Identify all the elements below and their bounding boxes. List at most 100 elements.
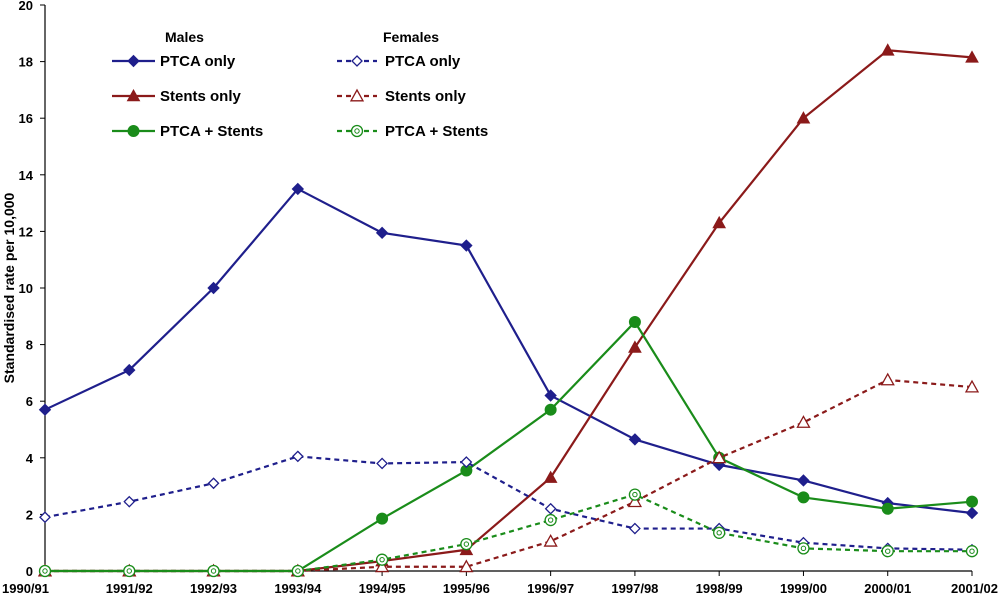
- legend-label: PTCA only: [160, 53, 236, 70]
- x-tick-label: 1995/96: [443, 581, 490, 596]
- data-point-females-ptca-stents-inner: [632, 491, 638, 498]
- y-tick-label: 20: [19, 0, 33, 13]
- data-point-females-ptca-stents-ring: [797, 542, 810, 555]
- data-point-males-ptca-stents-ring: [966, 495, 978, 508]
- series-females-stents-only: [37, 372, 980, 577]
- legend-item-females-ptca-only: PTCA only: [337, 53, 461, 70]
- series-line-males-ptca-only: [44, 187, 973, 515]
- data-point-females-stents-only: [880, 372, 895, 386]
- data-point-females-ptca-stents: [38, 564, 52, 578]
- data-point-males-stents-only: [628, 340, 642, 353]
- data-point-males-stents-only: [543, 470, 558, 483]
- data-point-females-stents-only: [796, 415, 811, 428]
- y-axis-title: Standardised rate per 10,000: [1, 192, 17, 383]
- legend-marker-ring: [350, 124, 364, 138]
- data-point-females-ptca-stents-ring: [628, 488, 642, 501]
- data-point-females-ptca-only: [376, 457, 389, 470]
- data-point-females-ptca-stents-inner: [463, 541, 470, 547]
- data-point-females-stents-only: [374, 559, 390, 573]
- data-point-males-ptca-only: [291, 182, 305, 196]
- data-point-males-ptca-only: [460, 239, 473, 252]
- data-point-males-ptca-only: [38, 403, 52, 416]
- x-tick-label: 1998/99: [696, 581, 743, 596]
- data-point-females-stents-only: [712, 450, 727, 464]
- data-point-males-ptca-only: [207, 281, 220, 295]
- legend-label: Stents only: [160, 88, 242, 105]
- legend-marker: [126, 88, 141, 102]
- data-point-females-ptca-stents-ring: [38, 564, 52, 578]
- x-tick-label: 1994/95: [359, 581, 406, 596]
- data-point-females-ptca-stents: [544, 513, 557, 527]
- data-point-females-ptca-stents-ring: [544, 513, 557, 527]
- series-line-males-ptca-stents: [45, 320, 973, 573]
- legend-group-males: Males: [165, 29, 204, 45]
- data-point-females-ptca-stents: [123, 564, 136, 578]
- series-line-females-stents-only: [45, 378, 973, 573]
- data-point-females-ptca-stents-ring: [965, 545, 979, 558]
- data-point-males-stents-only: [712, 215, 727, 229]
- data-point-females-ptca-stents: [291, 564, 304, 578]
- data-point-males-stents-only: [880, 43, 895, 56]
- legend-item-males-ptca-stents: PTCA + Stents: [112, 123, 263, 140]
- data-point-females-stents-only: [543, 533, 558, 547]
- data-point-females-ptca-stents: [375, 553, 389, 566]
- data-point-males-ptca-stents: [881, 502, 894, 515]
- y-tick-label: 10: [19, 281, 33, 296]
- legend-marker: [349, 88, 365, 102]
- data-point-females-stents-only: [459, 559, 474, 573]
- data-point-males-ptca-stents-ring: [881, 502, 894, 515]
- y-tick-label: 4: [26, 451, 34, 466]
- data-point-females-ptca-stents: [965, 545, 979, 558]
- data-point-females-ptca-only: [628, 522, 641, 535]
- legend-label: PTCA + Stents: [160, 123, 263, 140]
- data-point-females-ptca-stents-inner: [885, 548, 891, 554]
- data-point-females-ptca-stents: [460, 537, 473, 551]
- data-point-females-ptca-stents-ring: [123, 564, 136, 578]
- data-point-females-ptca-stents-inner: [295, 568, 301, 574]
- data-point-females-ptca-only: [39, 511, 51, 524]
- data-point-males-ptca-stents-ring: [376, 512, 389, 525]
- data-point-males-ptca-stents: [797, 491, 810, 504]
- data-point-females-ptca-stents: [207, 564, 220, 578]
- legend-group-females: Females: [383, 29, 439, 45]
- x-tick-label: 2001/02: [951, 581, 998, 596]
- x-tick-label: 1996/97: [527, 581, 574, 596]
- y-tick-label: 0: [26, 564, 33, 579]
- y-tick-label: 12: [19, 224, 33, 239]
- data-point-males-ptca-only: [628, 433, 642, 446]
- data-point-females-stents-only: [964, 379, 980, 393]
- series-males-ptca-stents: [39, 315, 978, 577]
- data-point-females-ptca-stents-ring: [713, 526, 726, 539]
- data-point-males-ptca-only: [965, 506, 979, 520]
- legend-marker: [127, 125, 140, 137]
- data-point-females-ptca-stents-inner: [547, 517, 554, 523]
- data-point-females-ptca-stents-inner: [969, 548, 975, 554]
- data-point-males-ptca-stents-ring: [628, 315, 641, 328]
- data-point-females-ptca-stents: [881, 545, 894, 558]
- data-point-females-ptca-only: [123, 495, 136, 508]
- data-point-males-ptca-stents: [628, 315, 641, 328]
- legend-item-females-stents-only: Stents only: [337, 88, 467, 105]
- data-point-males-ptca-only: [375, 226, 389, 240]
- series-females-ptca-stents: [38, 488, 979, 578]
- data-point-males-ptca-stents: [544, 403, 557, 416]
- series-females-ptca-only: [39, 450, 978, 556]
- data-point-females-ptca-stents-inner: [800, 545, 807, 552]
- data-point-females-ptca-stents-ring: [291, 564, 304, 578]
- data-point-females-ptca-stents-ring: [881, 545, 894, 558]
- legend-label: PTCA only: [385, 53, 461, 70]
- data-point-females-ptca-stents: [713, 526, 726, 539]
- data-point-males-ptca-stents-ring: [797, 491, 810, 504]
- data-point-males-stents-only: [965, 50, 979, 63]
- x-tick-label: 1993/94: [274, 581, 322, 596]
- x-tick-label: 1992/93: [190, 581, 237, 596]
- y-tick-label: 6: [26, 394, 33, 409]
- data-point-females-ptca-stents-inner: [42, 568, 48, 574]
- x-tick-label: 1997/98: [611, 581, 658, 596]
- data-point-males-ptca-only: [123, 363, 136, 377]
- data-point-females-ptca-stents-ring: [207, 564, 220, 578]
- x-tick-label: 1990/91: [2, 581, 49, 596]
- data-point-females-ptca-stents-inner: [379, 556, 385, 563]
- legend-item-males-ptca-only: PTCA only: [112, 53, 236, 70]
- legend-item-females-ptca-stents: PTCA + Stents: [337, 123, 488, 140]
